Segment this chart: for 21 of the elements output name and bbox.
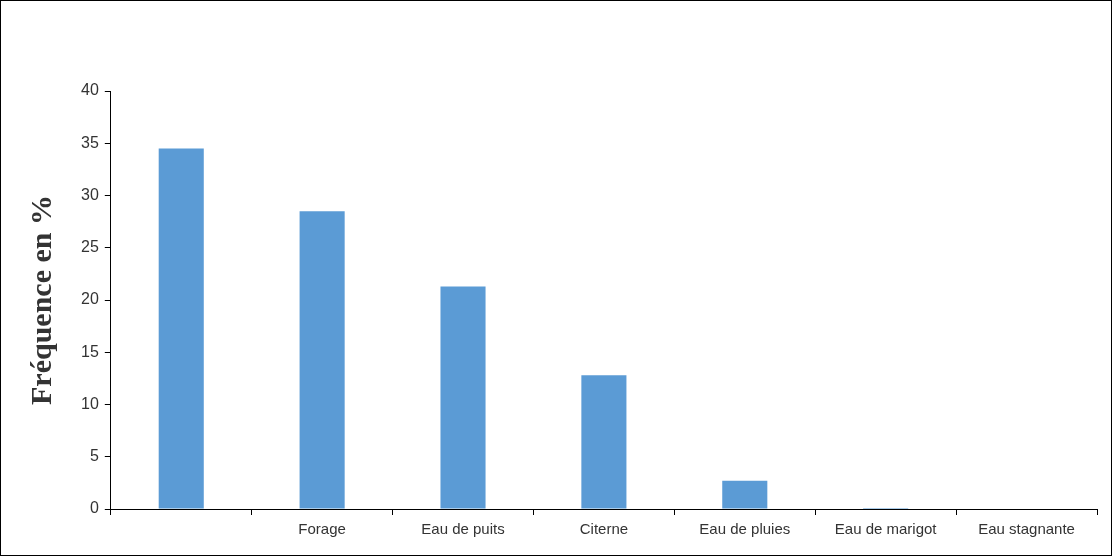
- y-axis-title: Fréquence en %: [23, 195, 57, 405]
- y-tick-label: 35: [81, 133, 99, 151]
- y-tick-label: 20: [81, 290, 99, 308]
- y-tick-label: 5: [89, 447, 99, 465]
- x-tick-label: Eau de pluies: [699, 520, 791, 538]
- x-tick-label: Forage: [298, 520, 346, 538]
- y-tick-label: 10: [81, 394, 99, 412]
- bar: [722, 480, 768, 509]
- x-tick-label: Eau de marigot: [834, 520, 938, 538]
- y-tick-label: 40: [81, 81, 99, 99]
- bar: [440, 286, 486, 509]
- x-tick-label: Citerne: [579, 520, 629, 538]
- x-tick-label: Eau stagnante: [978, 520, 1075, 538]
- y-tick-label: 0: [89, 499, 99, 517]
- y-tick-label: 30: [81, 185, 99, 203]
- y-tick-label: 15: [81, 342, 99, 360]
- bar: [581, 375, 627, 509]
- bar: [299, 211, 345, 509]
- x-tick-label: Eau de puits: [421, 520, 505, 538]
- y-tick-label: 25: [81, 238, 99, 256]
- bar: [158, 148, 204, 509]
